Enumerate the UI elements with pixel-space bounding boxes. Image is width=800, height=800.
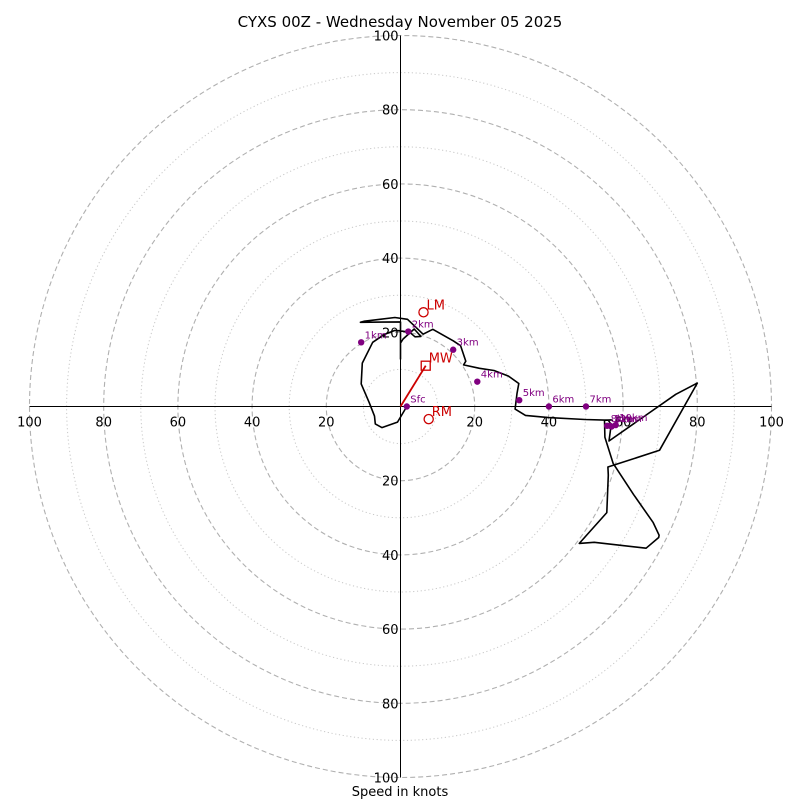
height-label-10km: 10km — [619, 413, 647, 424]
height-point-3km — [449, 346, 457, 353]
wind-profile-line — [359, 316, 699, 550]
height-label-sfc: Sfc — [410, 395, 425, 406]
height-label-8km: 8km — [611, 414, 633, 425]
motion-label-lm: LM — [427, 298, 445, 313]
storm-motion-layer: LM MW RM — [399, 298, 453, 425]
motion-marker-lm — [418, 307, 429, 318]
x-tick-label: 80 — [95, 416, 112, 431]
y-tick-label: 80 — [382, 104, 399, 119]
height-point-1km — [357, 339, 365, 346]
chart-title: CYXS 00Z - Wednesday November 05 2025 — [238, 13, 563, 31]
height-label-1km: 1km — [365, 330, 387, 341]
motion-marker-mw — [420, 360, 431, 371]
x-tick-label: 20 — [466, 416, 483, 431]
x-tick-label: 40 — [541, 416, 558, 431]
y-tick-label: 60 — [382, 623, 399, 638]
y-tick-label: 40 — [382, 252, 399, 267]
y-tick-label: 100 — [374, 772, 399, 787]
height-point-5km — [516, 396, 523, 404]
x-tick-label: 100 — [17, 416, 42, 431]
height-point-2km — [405, 328, 412, 335]
y-tick-label: 40 — [382, 549, 399, 564]
y-tick-label: 60 — [382, 178, 399, 193]
height-label-7km: 7km — [590, 395, 612, 406]
height-label-6km: 6km — [552, 395, 574, 406]
x-tick-label: 60 — [170, 416, 187, 431]
height-label-9km: 9km — [615, 415, 637, 426]
x-tick-label: 80 — [689, 416, 706, 431]
x-tick-label: 100 — [759, 416, 784, 431]
mean-wind-vector — [399, 365, 427, 407]
height-point-6km — [545, 403, 553, 410]
x-axis-label: Speed in knots — [352, 785, 449, 800]
height-label-3km: 3km — [457, 338, 479, 349]
y-tick-label: 20 — [382, 475, 399, 490]
height-label-2km: 2km — [412, 320, 434, 331]
x-tick-label: 40 — [244, 416, 261, 431]
y-tick-label: 80 — [382, 697, 399, 712]
height-label-4km: 4km — [481, 370, 503, 381]
x-tick-label: 20 — [318, 416, 335, 431]
motion-label-mw: MW — [429, 352, 453, 367]
tick-labels: 1001008080606040402020202040406060808010… — [17, 30, 784, 787]
height-point-7km — [582, 403, 590, 410]
motion-label-rm: RM — [432, 405, 452, 420]
trace-layer — [359, 316, 699, 550]
height-label-5km: 5km — [523, 388, 545, 399]
height-point-sfc — [403, 403, 411, 410]
height-point-10km — [612, 421, 619, 429]
motion-marker-rm — [423, 413, 434, 425]
height-point-12km — [606, 422, 614, 429]
height-label-12km: 12km — [614, 414, 642, 425]
y-tick-label: 100 — [374, 30, 399, 45]
x-tick-label: 60 — [615, 416, 632, 431]
height-point-4km — [474, 378, 481, 385]
